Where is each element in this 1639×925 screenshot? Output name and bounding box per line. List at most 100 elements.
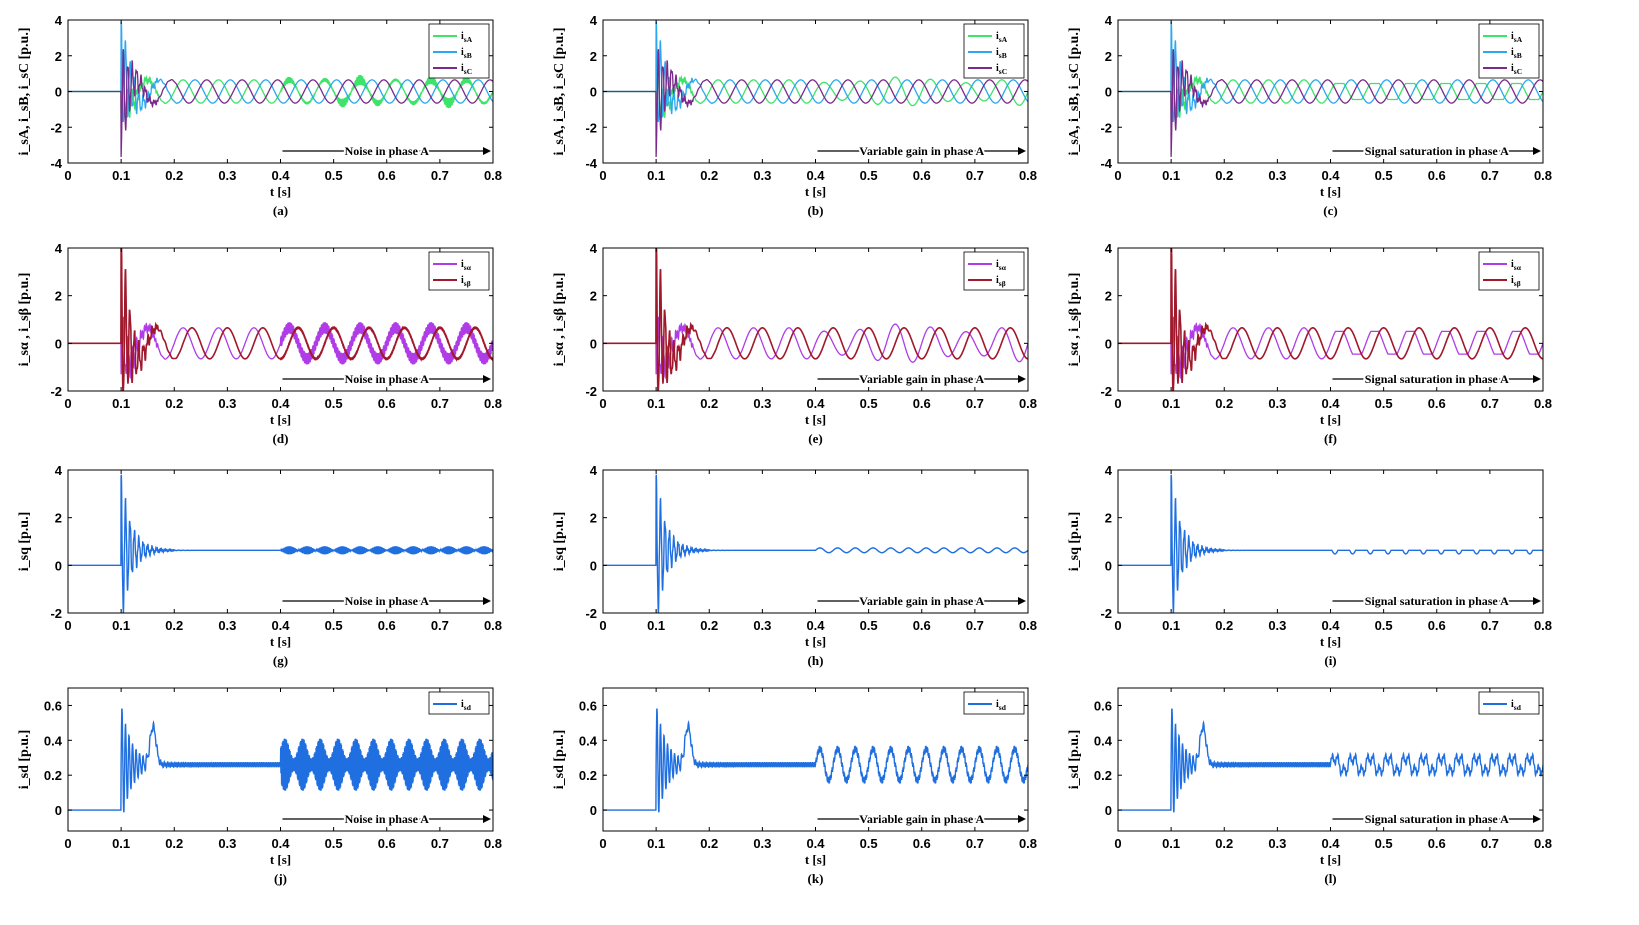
series-group xyxy=(68,708,493,813)
x-tick-label: 0.5 xyxy=(860,618,878,633)
x-tick-label: 0 xyxy=(1114,396,1121,411)
chart-panel: 0 0.1 0.2 0.3 0.4 0.5 0.6 0.7 0.8 0.6 0.4 0.2 0 t [s]… xyxy=(0,668,546,899)
x-tick-label: 0.1 xyxy=(112,168,130,183)
annotation-label: Signal saturation in phase A xyxy=(1365,372,1509,386)
y-tick-label: 4 xyxy=(55,241,63,256)
panel-caption: (j) xyxy=(274,871,287,886)
plot-frame xyxy=(602,469,1029,614)
y-tick-label: 0 xyxy=(590,336,597,351)
legend-entry: isd xyxy=(461,699,472,712)
panel-caption: (h) xyxy=(808,653,824,668)
y-tick-label: 0.4 xyxy=(579,733,598,748)
chart-svg: 0 0.1 0.2 0.3 0.4 0.5 0.6 0.7 0.8 4 2 0 -2 -4 t [s] (c)… xyxy=(1067,13,1552,218)
x-tick-label: 0.8 xyxy=(484,168,502,183)
panel-caption: (l) xyxy=(1324,871,1336,886)
chart-svg: 0 0.1 0.2 0.3 0.4 0.5 0.6 0.7 0.8 4 2 0 -2 -4 t [s] (b)… xyxy=(552,13,1037,218)
x-tick-label: 0.2 xyxy=(700,836,718,851)
chart-panel: 0 0.1 0.2 0.3 0.4 0.5 0.6 0.7 0.8 4 2 0 -2 t [s] (h) i_… xyxy=(535,450,1081,681)
annotation-arrowhead xyxy=(483,375,491,383)
annotation-arrowhead xyxy=(1018,815,1026,823)
legend-entry: isα xyxy=(461,259,472,272)
x-axis-label: t [s] xyxy=(1320,634,1341,649)
x-tick-label: 0.7 xyxy=(431,396,449,411)
y-tick-label: -2 xyxy=(50,120,62,135)
legend-entry: isd xyxy=(996,699,1007,712)
x-tick-label: 0.5 xyxy=(325,836,343,851)
x-tick-label: 0.7 xyxy=(966,168,984,183)
x-tick-label: 0 xyxy=(599,168,606,183)
legend-entry: isB xyxy=(996,47,1007,60)
x-tick-label: 0.3 xyxy=(753,618,771,633)
x-tick-label: 0.1 xyxy=(1162,168,1180,183)
y-tick-label: 0 xyxy=(590,558,597,573)
y-tick-label: 0.6 xyxy=(1094,698,1112,713)
x-tick-label: 0.6 xyxy=(378,168,396,183)
x-tick-label: 0.2 xyxy=(700,396,718,411)
series-group xyxy=(1118,21,1543,158)
chart-panel: 0 0.1 0.2 0.3 0.4 0.5 0.6 0.7 0.8 0.6 0.4 0.2 0 t [s]… xyxy=(535,668,1081,899)
x-tick-label: 0 xyxy=(599,396,606,411)
svg-text:i_sα , i_sβ [p.u.]: i_sα , i_sβ [p.u.] xyxy=(17,273,32,367)
x-tick-label: 0.4 xyxy=(806,168,825,183)
x-axis-label: t [s] xyxy=(1320,852,1341,867)
x-tick-label: 0 xyxy=(1114,168,1121,183)
chart-panel: 0 0.1 0.2 0.3 0.4 0.5 0.6 0.7 0.8 4 2 0 -2 -4 t [s] (c)… xyxy=(1050,0,1596,231)
x-tick-label: 0.1 xyxy=(112,396,130,411)
annotation-arrowhead xyxy=(1533,597,1541,605)
x-tick-label: 0.2 xyxy=(165,396,183,411)
y-axis-label: i_sd [p.u.] xyxy=(1067,730,1082,790)
series-group xyxy=(68,21,493,158)
legend-entry: isβ xyxy=(461,275,471,288)
y-tick-label: -4 xyxy=(50,156,62,171)
x-tick-label: 0.5 xyxy=(860,168,878,183)
legend-entry: isB xyxy=(1511,47,1522,60)
x-tick-label: 0.8 xyxy=(484,836,502,851)
y-tick-label: -2 xyxy=(585,120,597,135)
y-tick-label: 4 xyxy=(1105,13,1113,28)
y-tick-label: -2 xyxy=(50,384,62,399)
annotation-arrowhead xyxy=(1533,815,1541,823)
x-tick-label: 0.7 xyxy=(1481,396,1499,411)
series-line xyxy=(1118,474,1543,613)
x-tick-label: 0.2 xyxy=(700,168,718,183)
x-axis-label: t [s] xyxy=(805,852,826,867)
svg-text:i_sA, i_sB, i_sC [p.u.]: i_sA, i_sB, i_sC [p.u.] xyxy=(552,28,567,156)
x-tick-label: 0.3 xyxy=(753,168,771,183)
y-axis-label: i_sq [p.u.] xyxy=(17,512,32,572)
panel-caption: (g) xyxy=(273,653,288,668)
y-tick-label: 4 xyxy=(55,463,63,478)
annotation-arrowhead xyxy=(1018,375,1026,383)
y-tick-label: 0.6 xyxy=(579,698,597,713)
legend-box xyxy=(963,251,1025,291)
y-tick-label: 4 xyxy=(590,13,598,28)
x-tick-label: 0.3 xyxy=(218,618,236,633)
y-tick-label: 2 xyxy=(1105,511,1112,526)
annotation-arrowhead xyxy=(483,597,491,605)
series-line xyxy=(603,474,1028,613)
y-tick-label: 0.2 xyxy=(44,768,62,783)
annotation-label: Signal saturation in phase A xyxy=(1365,812,1509,826)
x-tick-label: 0.2 xyxy=(165,618,183,633)
legend-entry: isC xyxy=(996,63,1007,76)
y-axis-label: i_sd [p.u.] xyxy=(552,730,567,790)
x-tick-label: 0.6 xyxy=(1428,396,1446,411)
annotation-label: Noise in phase A xyxy=(345,812,430,826)
y-tick-label: -4 xyxy=(585,156,597,171)
x-tick-label: 0.3 xyxy=(1268,836,1286,851)
x-tick-label: 0 xyxy=(64,168,71,183)
x-tick-label: 0.3 xyxy=(218,836,236,851)
x-tick-label: 0.2 xyxy=(1215,618,1233,633)
x-tick-label: 0 xyxy=(599,836,606,851)
x-tick-label: 0.4 xyxy=(1321,396,1340,411)
y-axis-label: i_sA, i_sB, i_sC [p.u.] xyxy=(1067,28,1082,156)
y-tick-label: 2 xyxy=(590,511,597,526)
legend-entry: isB xyxy=(461,47,472,60)
y-axis-label: i_sq [p.u.] xyxy=(552,512,567,572)
series-line xyxy=(68,248,493,391)
y-tick-label: 0 xyxy=(55,336,62,351)
panel-caption: (a) xyxy=(273,203,288,218)
legend-box xyxy=(428,691,490,715)
legend-box xyxy=(963,691,1025,715)
